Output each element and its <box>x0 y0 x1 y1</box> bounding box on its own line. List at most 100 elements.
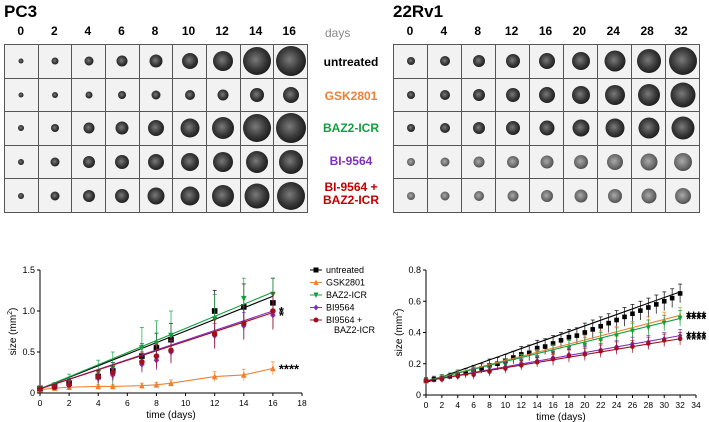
data-point <box>661 320 667 326</box>
spheroid-image <box>118 90 127 99</box>
day-label: 8 <box>474 24 482 38</box>
legend-label-line2: BAZ2-ICR <box>334 325 376 335</box>
spheroid-image-cell <box>38 112 72 145</box>
x-tick-label: 14 <box>239 398 249 408</box>
day-label: 24 <box>606 24 620 38</box>
spheroid-image-cell <box>666 145 699 179</box>
spheroid-image-cell <box>530 45 563 78</box>
day-label: 28 <box>640 24 654 38</box>
data-point <box>423 378 429 384</box>
spheroid-image <box>116 55 128 67</box>
spheroid-image <box>673 153 692 172</box>
day-label: 16 <box>538 24 553 38</box>
spheroid-image-cell <box>598 78 631 112</box>
spheroid-image-cell <box>5 179 38 212</box>
data-point <box>526 350 532 356</box>
spheroid-image <box>439 56 450 67</box>
data-point <box>139 382 145 389</box>
data-point <box>313 267 319 273</box>
spheroid-image-cell <box>428 145 461 179</box>
x-tick-label: 14 <box>532 400 542 410</box>
spheroid-image <box>571 52 590 71</box>
spheroid-image-cell <box>72 179 105 212</box>
spheroid-image-cell <box>5 78 38 112</box>
spheroid-image <box>85 91 93 99</box>
data-point <box>630 311 635 317</box>
spheroid-image <box>50 191 60 201</box>
spheroid-image-cell <box>240 179 274 212</box>
spheroid-image-cell <box>598 112 631 145</box>
data-point <box>566 334 572 340</box>
spheroid-image <box>440 191 449 201</box>
data-point <box>646 305 651 310</box>
spheroid-image-cell <box>564 78 597 112</box>
treatment-label-baz2-icr: BAZ2-ICR <box>323 121 379 135</box>
data-point <box>51 384 58 391</box>
spheroid-image-cell <box>207 45 240 78</box>
spheroid-image <box>605 118 624 138</box>
data-point <box>211 331 218 337</box>
spheroid-image-cell <box>564 179 597 212</box>
22rv1-growth-chart: 0 2 4 6 8 10 12 14 16 18 20 22 24 26 28 30 32 3400.20.40.… <box>393 265 707 422</box>
spheroid-image-cell <box>139 45 173 78</box>
y-axis-label-end: ) <box>394 309 405 312</box>
data-point <box>153 353 160 359</box>
data-point <box>463 370 469 376</box>
spheroid-image-cell <box>173 78 206 112</box>
y-tick-label: 0.6 <box>408 296 421 306</box>
spheroid-image-cell <box>173 145 206 179</box>
x-tick-label: 12 <box>210 398 220 408</box>
spheroid-image-cell <box>106 179 139 212</box>
x-tick-label: 20 <box>580 400 590 410</box>
data-point <box>582 330 588 335</box>
data-point <box>630 328 635 334</box>
spheroid-image <box>574 189 587 203</box>
spheroid-image <box>540 189 553 202</box>
spheroid-image-cell <box>5 145 38 179</box>
spheroid-image <box>249 87 264 102</box>
spheroid-image-cell <box>139 78 173 112</box>
spheroid-image-cell <box>564 45 597 78</box>
spheroid-image <box>82 189 95 202</box>
spheroid-image <box>245 151 268 174</box>
spheroid-image <box>538 86 555 103</box>
spheroid-image <box>473 190 484 201</box>
spheroid-image-cell <box>598 145 631 179</box>
spheroid-image-cell <box>5 45 38 78</box>
treatment-label-gsk2801: GSK2801 <box>324 89 378 103</box>
legend-item: untreated <box>310 265 364 275</box>
spheroid-image <box>244 183 270 209</box>
spheroid-image-cell <box>106 78 139 112</box>
spheroid-image <box>439 123 450 134</box>
day-label: 12 <box>215 24 229 38</box>
spheroid-image-cell <box>72 78 105 112</box>
y-tick-label: 0 <box>30 388 35 398</box>
data-point <box>574 333 580 338</box>
spheroid-image <box>50 157 60 167</box>
data-point <box>677 316 683 322</box>
spheroid-image <box>82 156 95 169</box>
legend-label: BI9564 <box>326 303 355 313</box>
spheroid-image <box>406 191 415 200</box>
data-point <box>511 355 516 360</box>
y-tick-label: 0.4 <box>408 328 421 338</box>
data-point <box>313 304 319 311</box>
spheroid-image-cell <box>496 45 529 78</box>
x-tick-label: 16 <box>548 400 558 410</box>
spheroid-image-cell <box>394 179 427 212</box>
spheroid-image <box>213 51 234 72</box>
spheroid-image <box>18 159 25 166</box>
pc3-panel-title: PC3 <box>4 2 38 21</box>
spheroid-image-cell <box>462 112 495 145</box>
day-label: 0 <box>17 24 25 38</box>
x-tick-label: 10 <box>501 400 511 410</box>
spheroid-image-cell <box>530 78 563 112</box>
x-tick-label: 2 <box>440 400 445 410</box>
spheroid-image-cell <box>394 78 427 112</box>
spheroid-image <box>538 53 555 70</box>
data-point <box>313 317 319 323</box>
x-tick-label: 18 <box>297 398 307 408</box>
legend-label: GSK2801 <box>326 278 365 288</box>
spheroid-image-cell <box>666 45 699 78</box>
